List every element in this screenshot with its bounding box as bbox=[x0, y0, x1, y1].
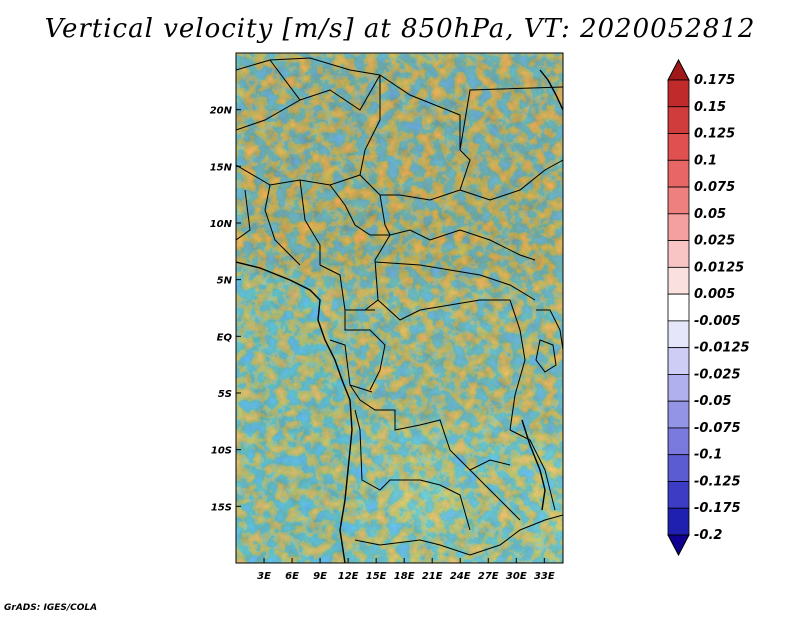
lat-tick-label: EQ bbox=[217, 332, 233, 343]
colorbar-segment bbox=[667, 374, 690, 402]
colorbar-label: -0.075 bbox=[694, 421, 741, 436]
colorbar-label: -0.125 bbox=[694, 474, 741, 489]
colorbar-label: 0.1 bbox=[694, 153, 717, 168]
lon-tick-label: 15E bbox=[366, 571, 387, 582]
lat-tick-label: 10N bbox=[210, 219, 233, 230]
lon-tick-label: 24E bbox=[450, 571, 471, 582]
lat-tick-label: 10S bbox=[211, 446, 232, 457]
lat-tick-label: 20N bbox=[210, 106, 233, 117]
colorbar-segment bbox=[667, 79, 690, 108]
colorbar-segment bbox=[667, 106, 690, 134]
colorbar-label: -0.0125 bbox=[694, 341, 750, 356]
colorbar-label: -0.1 bbox=[694, 448, 722, 463]
colorbar-label: -0.2 bbox=[694, 528, 722, 543]
lat-tick-label: 5S bbox=[218, 389, 232, 400]
colorbar-segment bbox=[667, 427, 690, 456]
colorbar-label: -0.175 bbox=[694, 501, 741, 516]
colorbar-segment bbox=[667, 186, 690, 215]
colorbar-label: 0.0125 bbox=[694, 260, 744, 275]
colorbar-label: 0.075 bbox=[694, 180, 735, 195]
colorbar-label: -0.005 bbox=[694, 314, 741, 329]
coastline bbox=[236, 69, 563, 563]
colorbar-segment bbox=[667, 133, 690, 161]
map-plot-area bbox=[236, 53, 563, 563]
colorbar-top-triangle bbox=[667, 58, 690, 81]
lon-tick-label: 3E bbox=[257, 571, 271, 582]
colorbar-label: -0.025 bbox=[694, 367, 741, 382]
lon-tick-label: 30E bbox=[506, 571, 527, 582]
colorbar-segment bbox=[667, 481, 690, 509]
lat-tick-label: 15S bbox=[211, 502, 232, 513]
colorbar-segment bbox=[667, 213, 690, 241]
colorbar-segment bbox=[667, 400, 690, 429]
lon-tick-label: 12E bbox=[338, 571, 359, 582]
lon-tick-label: 21E bbox=[422, 571, 443, 582]
colorbar-segment bbox=[667, 293, 690, 322]
lon-tick-label: 27E bbox=[478, 571, 499, 582]
colorbar-segment bbox=[667, 159, 690, 188]
colorbar-segment bbox=[667, 320, 690, 349]
colorbar: 0.175 0.15 0.125 0.1 0.075 0.05 0.025 0.0125 0.0… bbox=[667, 58, 750, 557]
country-borders bbox=[236, 57, 563, 556]
colorbar-segment bbox=[667, 507, 690, 536]
colorbar-label: 0.175 bbox=[694, 73, 735, 88]
latitude-axis: 20N 15N 10N 5N EQ 5S 10S 15S bbox=[210, 106, 241, 513]
lon-tick-label: 9E bbox=[313, 571, 327, 582]
colorbar-label: 0.005 bbox=[694, 287, 735, 302]
map-frame bbox=[235, 52, 564, 564]
lat-tick-label: 15N bbox=[210, 162, 233, 173]
colorbar-label: 0.05 bbox=[694, 207, 726, 222]
colorbar-segment bbox=[667, 347, 690, 375]
colorbar-label: 0.025 bbox=[694, 234, 735, 249]
colorbar-segment bbox=[667, 454, 690, 482]
colorbar-segment bbox=[667, 266, 690, 295]
colorbar-segment bbox=[667, 240, 690, 268]
longitude-axis: 3E 6E 9E 12E 15E 18E 21E 24E 27E 30E 33E bbox=[257, 558, 555, 582]
map-title: Vertical velocity [m/s] at 850hPa, VT: 2… bbox=[44, 14, 756, 44]
lon-tick-label: 18E bbox=[394, 571, 415, 582]
colorbar-label: 0.15 bbox=[694, 100, 726, 115]
colorbar-bottom-triangle bbox=[667, 534, 690, 557]
colorbar-label: 0.125 bbox=[694, 127, 735, 142]
colorbar-label: -0.05 bbox=[694, 394, 731, 409]
footer-credit: GrADS: IGES/COLA bbox=[4, 603, 98, 613]
lat-tick-label: 5N bbox=[217, 276, 233, 287]
lon-tick-label: 6E bbox=[285, 571, 299, 582]
lon-tick-label: 33E bbox=[534, 571, 555, 582]
